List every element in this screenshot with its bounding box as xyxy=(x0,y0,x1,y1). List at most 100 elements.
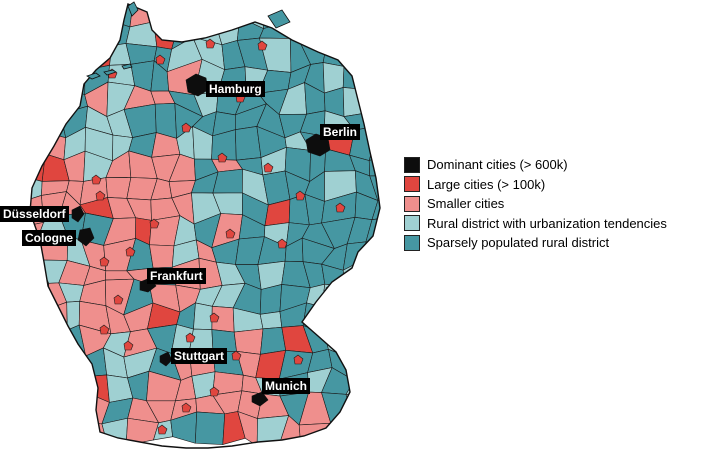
district xyxy=(39,349,69,382)
large-city-district xyxy=(99,256,110,267)
district xyxy=(366,23,380,42)
district xyxy=(345,394,374,423)
district xyxy=(371,352,380,380)
city-label-frankfurt: Frankfurt xyxy=(147,268,206,284)
district xyxy=(194,411,226,445)
legend-label: Large cities (> 100k) xyxy=(427,176,546,192)
district xyxy=(37,301,68,335)
district xyxy=(30,331,49,351)
north-sea-islands xyxy=(86,1,291,80)
district xyxy=(59,415,92,447)
district xyxy=(42,111,67,139)
district xyxy=(30,399,38,417)
district xyxy=(235,126,262,161)
large-city-district xyxy=(181,402,192,413)
district xyxy=(365,284,380,310)
legend-swatch-rural-urban xyxy=(404,215,420,232)
district xyxy=(37,329,69,356)
district xyxy=(36,378,71,401)
district xyxy=(34,4,62,25)
district xyxy=(125,417,159,446)
district xyxy=(366,4,380,24)
district xyxy=(259,311,283,330)
large-city-district xyxy=(277,238,288,249)
district xyxy=(57,47,86,73)
district xyxy=(372,369,380,397)
district xyxy=(60,354,87,382)
large-city-district xyxy=(185,332,196,343)
district xyxy=(79,374,110,403)
map-legend: Dominant cities (> 600k) Large cities (>… xyxy=(404,155,667,253)
large-city-district xyxy=(91,174,102,185)
district xyxy=(30,4,39,22)
district xyxy=(193,302,213,330)
district xyxy=(30,47,40,66)
district xyxy=(368,125,380,162)
district xyxy=(348,414,368,439)
district xyxy=(39,65,65,86)
district xyxy=(57,17,83,51)
district xyxy=(364,394,380,423)
district xyxy=(80,17,113,49)
district xyxy=(342,40,380,67)
large-city-district xyxy=(125,246,136,257)
district xyxy=(30,416,37,444)
district xyxy=(38,50,65,73)
district xyxy=(30,111,45,135)
district xyxy=(60,376,81,396)
city-label-cologne: Cologne xyxy=(22,230,76,246)
district xyxy=(105,177,132,199)
legend-swatch-sparse xyxy=(404,234,420,251)
district xyxy=(365,411,380,439)
district xyxy=(30,281,50,314)
district xyxy=(30,132,46,155)
legend-label: Dominant cities (> 600k) xyxy=(427,157,568,173)
district xyxy=(67,389,83,423)
legend-label: Sparsely populated rural district xyxy=(427,235,610,251)
stuttgart-city-area xyxy=(159,351,173,367)
district xyxy=(365,241,380,269)
legend-item-dominant: Dominant cities (> 600k) xyxy=(404,155,667,175)
district xyxy=(342,64,380,91)
dusseldorf-city-area xyxy=(71,205,85,223)
large-city-district xyxy=(225,228,236,239)
district xyxy=(34,394,71,417)
large-city-district xyxy=(295,190,306,201)
district xyxy=(302,4,324,23)
district xyxy=(30,19,40,51)
city-label-berlin: Berlin xyxy=(320,124,361,140)
district xyxy=(365,301,380,335)
legend-swatch-dominant xyxy=(404,156,420,173)
district xyxy=(30,84,44,114)
district xyxy=(342,308,373,336)
district xyxy=(371,39,380,65)
district xyxy=(30,349,49,382)
district xyxy=(369,175,380,206)
district xyxy=(215,4,240,25)
large-city-district xyxy=(257,40,268,51)
district xyxy=(81,4,105,19)
legend-label: Rural district with urbanization tendenc… xyxy=(427,215,667,231)
district xyxy=(346,327,373,360)
legend-label: Smaller cities xyxy=(427,196,505,212)
district xyxy=(193,4,221,25)
district xyxy=(42,82,61,115)
district xyxy=(369,59,380,92)
district xyxy=(57,69,86,96)
district xyxy=(299,20,327,46)
district xyxy=(34,415,69,446)
large-city-district xyxy=(217,152,228,163)
legend-item-smaller: Smaller cities xyxy=(404,194,667,214)
district xyxy=(260,326,287,355)
district xyxy=(321,306,357,334)
district xyxy=(321,283,347,314)
district xyxy=(371,332,380,360)
city-label-dusseldorf: Düsseldorf xyxy=(0,206,69,222)
district xyxy=(30,65,44,89)
district xyxy=(259,284,283,315)
large-city-district xyxy=(95,190,106,201)
legend-swatch-smaller xyxy=(404,195,420,212)
district xyxy=(233,328,264,355)
district xyxy=(369,112,380,128)
large-city-district xyxy=(149,218,160,229)
